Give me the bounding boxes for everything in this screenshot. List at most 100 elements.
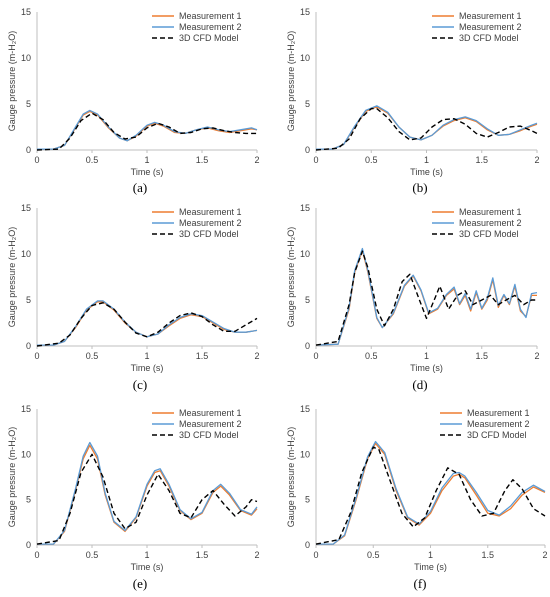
y-tick-label: 0	[305, 540, 310, 550]
y-tick-label: 10	[300, 53, 310, 63]
legend-entry-2: Measurement 2	[179, 218, 242, 228]
x-tick-label: 0.5	[367, 550, 380, 560]
legend-entry-3: 3D CFD Model	[459, 33, 519, 43]
y-axis-label: Gauge pressure (m-H₂O)	[286, 227, 296, 328]
legend-entry-3: 3D CFD Model	[179, 33, 239, 43]
x-tick-label: 2	[534, 351, 539, 361]
chart-panel-2: 0 5 10 15 0 0.5 1 1.5 2 Time (s) Gauge pressure (m…	[286, 7, 540, 195]
y-tick-label: 10	[21, 449, 31, 459]
x-tick-label: 1.5	[196, 550, 209, 560]
series-line-2	[37, 109, 258, 150]
panel-label: (c)	[133, 377, 147, 392]
series-line-3	[36, 112, 257, 151]
x-tick-label: 2	[254, 155, 259, 165]
chart-panel-3: 0 5 10 15 0 0.5 1 1.5 2 Time (s) Gauge pressure (m…	[7, 203, 260, 392]
y-axis-label: Gauge pressure (m-H₂O)	[286, 427, 296, 528]
panel-label: (b)	[412, 180, 427, 195]
series-line-1	[316, 106, 538, 150]
x-tick-label: 0	[34, 155, 39, 165]
y-tick-label: 10	[300, 249, 310, 259]
x-tick-label: 0	[313, 550, 318, 560]
x-tick-label: 2	[542, 550, 547, 560]
y-tick-label: 15	[21, 203, 31, 213]
x-tick-label: 1.5	[481, 550, 494, 560]
x-tick-label: 2	[534, 155, 539, 165]
legend-entry-1: Measurement 1	[459, 207, 522, 217]
y-tick-label: 5	[26, 99, 31, 109]
y-tick-label: 5	[305, 295, 310, 305]
y-tick-label: 15	[300, 404, 310, 414]
x-axis-label: Time (s)	[410, 167, 443, 177]
y-tick-label: 15	[21, 404, 31, 414]
series-line-3	[315, 250, 537, 346]
panel-label: (d)	[412, 377, 427, 392]
chart-panel-1: 0 5 10 15 0 0.5 1 1.5 2 Time (s) Gauge pressure (m…	[7, 7, 260, 195]
y-tick-label: 5	[305, 495, 310, 505]
legend-entry-3: 3D CFD Model	[467, 430, 527, 440]
legend-entry-2: Measurement 2	[467, 419, 530, 429]
y-tick-label: 10	[300, 449, 310, 459]
x-tick-label: 1.5	[196, 155, 209, 165]
legend-entry-2: Measurement 2	[179, 22, 242, 32]
y-tick-label: 0	[26, 145, 31, 155]
y-axis-label: Gauge pressure (m-H₂O)	[286, 31, 296, 132]
legend-entry-3: 3D CFD Model	[459, 229, 519, 239]
x-tick-label: 1	[424, 155, 429, 165]
series-line-1	[37, 301, 258, 346]
x-tick-label: 0	[313, 155, 318, 165]
x-tick-label: 0	[313, 351, 318, 361]
legend-entry-1: Measurement 1	[179, 408, 242, 418]
x-tick-label: 1	[424, 351, 429, 361]
y-tick-label: 0	[305, 145, 310, 155]
y-tick-label: 5	[26, 495, 31, 505]
legend-entry-1: Measurement 1	[467, 408, 530, 418]
y-axis-label: Gauge pressure (m-H₂O)	[7, 31, 17, 132]
x-tick-label: 0.5	[365, 155, 378, 165]
legend-entry-3: 3D CFD Model	[179, 430, 239, 440]
y-axis-label: Gauge pressure (m-H₂O)	[7, 427, 17, 528]
x-axis-label: Time (s)	[131, 363, 164, 373]
series-line-2	[37, 441, 258, 545]
series-line-3	[315, 107, 538, 151]
y-tick-label: 5	[305, 99, 310, 109]
y-tick-label: 0	[305, 341, 310, 351]
panel-label: (a)	[133, 180, 147, 195]
legend-entry-2: Measurement 2	[459, 22, 522, 32]
x-tick-label: 0.5	[86, 351, 99, 361]
chart-panel-4: 0 5 10 15 0 0.5 1 1.5 2 Time (s) Gauge pressure (m…	[286, 203, 540, 392]
series-line-1	[315, 249, 537, 346]
panel-label: (f)	[414, 576, 427, 591]
x-tick-label: 0	[34, 550, 39, 560]
x-tick-label: 0	[34, 351, 39, 361]
legend-entry-1: Measurement 1	[179, 207, 242, 217]
x-tick-label: 1	[144, 351, 149, 361]
series-line-1	[37, 444, 258, 545]
series-line-3	[36, 453, 258, 545]
chart-panel-5: 0 5 10 15 0 0.5 1 1.5 2 Time (s) Gauge pressure (m…	[7, 404, 260, 591]
x-tick-label: 1	[144, 155, 149, 165]
x-tick-label: 0.5	[86, 155, 99, 165]
chart-panel-6: 0 5 10 15 0 0.5 1 1.5 2 Time (s) Gauge pressure (m…	[286, 404, 548, 591]
y-axis-label: Gauge pressure (m-H₂O)	[7, 227, 17, 328]
x-tick-label: 1	[144, 550, 149, 560]
y-tick-label: 15	[300, 203, 310, 213]
series-line-2	[37, 300, 258, 346]
x-axis-label: Time (s)	[131, 167, 164, 177]
series-line-1	[316, 442, 546, 545]
x-tick-label: 1	[428, 550, 433, 560]
x-axis-label: Time (s)	[410, 363, 443, 373]
x-tick-label: 1.5	[475, 155, 488, 165]
x-axis-label: Time (s)	[131, 562, 164, 572]
series-line-2	[316, 440, 546, 545]
y-tick-label: 0	[26, 341, 31, 351]
y-tick-label: 15	[21, 7, 31, 17]
y-tick-label: 15	[300, 7, 310, 17]
legend-entry-3: 3D CFD Model	[179, 229, 239, 239]
x-tick-label: 1.5	[475, 351, 488, 361]
x-tick-label: 2	[254, 351, 259, 361]
y-tick-label: 10	[21, 249, 31, 259]
